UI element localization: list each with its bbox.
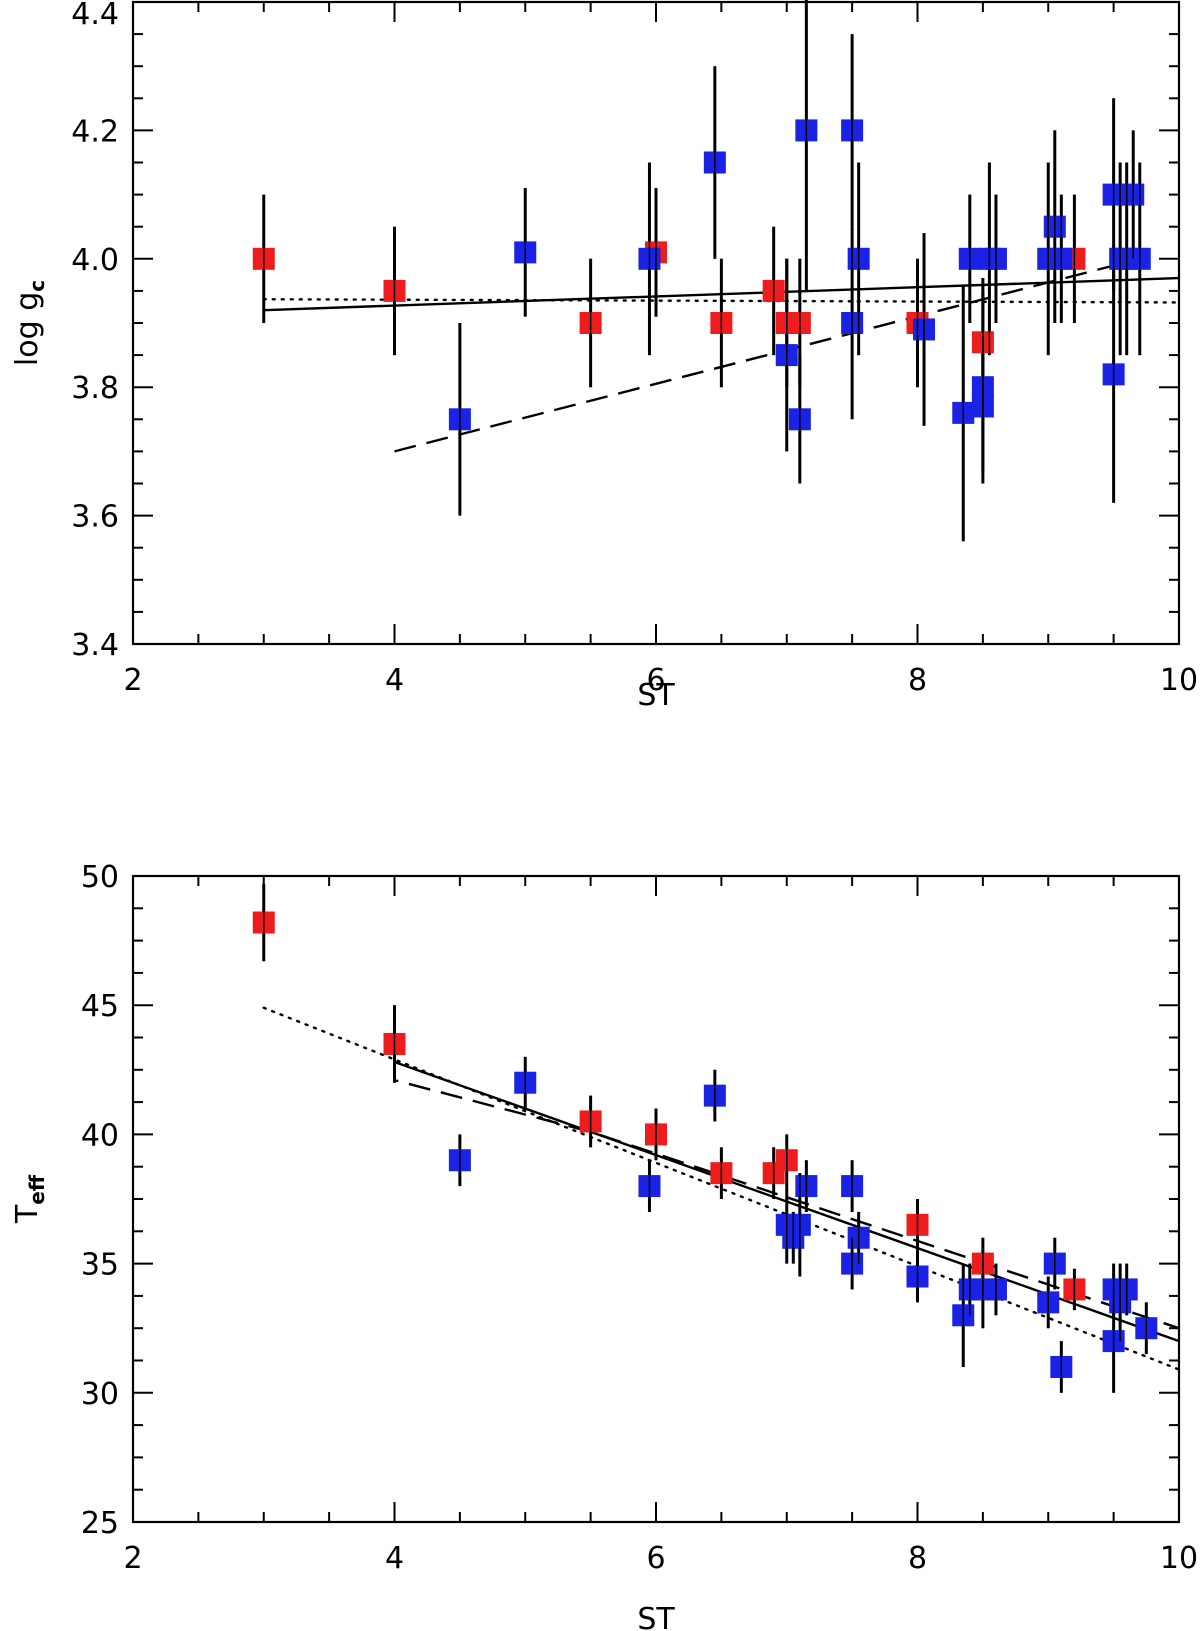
loggc-xtick-label: 2 <box>123 663 142 698</box>
loggc-xtick-label: 4 <box>385 663 404 698</box>
loggc-xtick-label: 6 <box>646 663 665 698</box>
loggc-ytick-label: 4.0 <box>71 243 119 278</box>
loggc-xtick-label: 8 <box>908 663 927 698</box>
loggc-ytick-label: 3.6 <box>71 500 119 535</box>
teff-xtick-label: 6 <box>646 1541 665 1576</box>
teff-plot-frame <box>131 874 1181 1524</box>
loggc-fit-dashed <box>394 257 1141 453</box>
teff-ytick-label: 50 <box>81 860 119 895</box>
teff-y-axis-label: Teff <box>10 1174 49 1224</box>
loggc-y-axis-label: log gc <box>10 280 49 366</box>
loggc-ytick-label: 3.4 <box>71 628 119 663</box>
teff-ytick-label: 45 <box>81 989 119 1024</box>
loggc-xtick-label: 10 <box>1160 663 1198 698</box>
loggc-ytick-label: 4.4 <box>71 0 119 32</box>
loggc-x-axis-label: ST <box>637 678 675 713</box>
loggc-y-axis-label-main: log g <box>10 292 45 366</box>
teff-ytick-label: 30 <box>81 1377 119 1412</box>
loggc-panel: 2 4 6 8 10 3.4 3.6 3.8 4.0 4.2 4.4 ST log gc <box>10 0 1198 713</box>
teff-xtick-label: 8 <box>908 1541 927 1576</box>
loggc-fit-dotted <box>262 298 1181 304</box>
teff-y-axis-label-main: T <box>10 1204 45 1224</box>
teff-panel: 2 4 6 8 10 25 30 35 40 45 50 ST Teff <box>10 860 1198 1631</box>
loggc-ytick-label: 3.8 <box>71 371 119 406</box>
teff-fit-dotted <box>262 1006 1181 1371</box>
teff-xtick-label: 10 <box>1160 1541 1198 1576</box>
teff-ytick-label: 25 <box>81 1506 119 1541</box>
teff-xtick-label: 2 <box>123 1541 142 1576</box>
teff-y-axis-label-subscript: eff <box>25 1174 49 1205</box>
loggc-y-axis-label-subscript: c <box>25 280 49 292</box>
teff-ytick-label: 35 <box>81 1248 119 1283</box>
teff-x-axis-label: ST <box>637 1602 675 1631</box>
loggc-ytick-label: 4.2 <box>71 114 119 149</box>
loggc-plot-frame <box>131 0 1181 646</box>
teff-xtick-label: 4 <box>385 1541 404 1576</box>
teff-ytick-label: 40 <box>81 1118 119 1153</box>
